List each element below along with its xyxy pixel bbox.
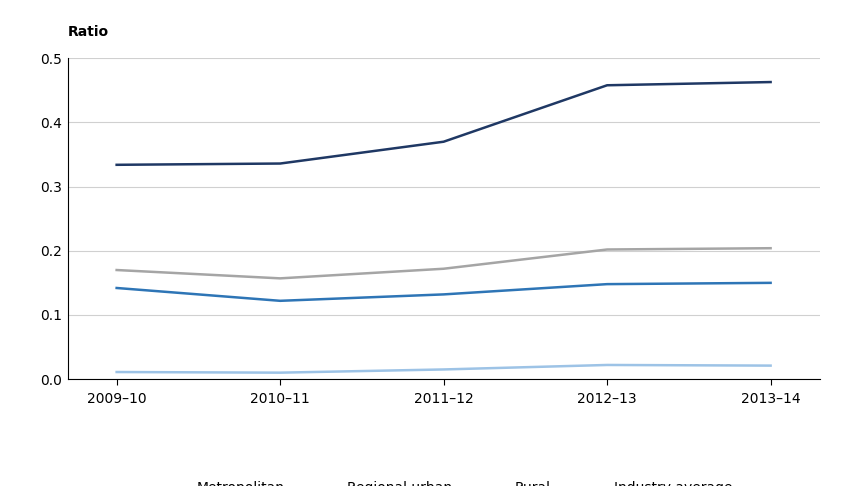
Legend: Metropolitan, Regional urban, Rural, Industry average: Metropolitan, Regional urban, Rural, Ind… <box>149 476 737 486</box>
Text: Ratio: Ratio <box>68 25 109 39</box>
